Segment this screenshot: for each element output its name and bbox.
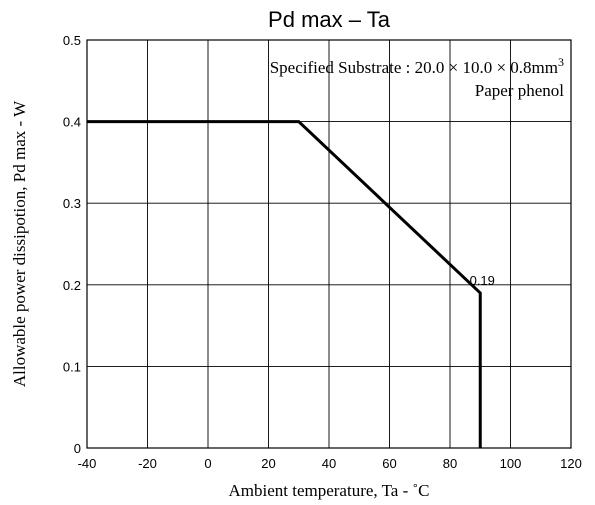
x-tick-label: 60 xyxy=(382,456,396,471)
x-tick-label: 40 xyxy=(322,456,336,471)
y-axis-label: Allowable power dissipotion, Pd max - W xyxy=(10,100,29,387)
x-axis-label: Ambient temperature, Ta - ˚C xyxy=(228,481,429,500)
x-tick-label: 80 xyxy=(443,456,457,471)
series-line xyxy=(87,120,482,448)
x-tick-label: 0 xyxy=(204,456,211,471)
y-axis-ticks: 0 0.1 0.2 0.3 0.4 0.5 xyxy=(63,33,81,456)
data-label: 0.19 xyxy=(470,273,495,288)
material-annotation: Paper phenol xyxy=(475,81,565,100)
y-tick-label: 0.3 xyxy=(63,196,81,211)
substrate-superscript: 3 xyxy=(558,55,564,69)
y-tick-label: 0 xyxy=(74,441,81,456)
x-axis-ticks: -40 -20 0 20 40 60 80 100 120 xyxy=(78,456,582,471)
x-tick-label: 20 xyxy=(261,456,275,471)
substrate-annotation: Specified Substrate : 20.0 × 10.0 × 0.8m… xyxy=(270,55,564,77)
x-tick-label: 120 xyxy=(560,456,582,471)
y-tick-label: 0.1 xyxy=(63,359,81,374)
x-tick-label: 100 xyxy=(500,456,522,471)
data-labels: 0.19 xyxy=(470,273,495,288)
y-tick-label: 0.5 xyxy=(63,33,81,48)
plot-frame xyxy=(86,39,572,449)
substrate-text: Specified Substrate : 20.0 × 10.0 × 0.8m… xyxy=(270,58,558,77)
y-tick-label: 0.4 xyxy=(63,115,81,130)
grid xyxy=(87,40,571,448)
y-tick-label: 0.2 xyxy=(63,278,81,293)
chart-title: Pd max – Ta xyxy=(268,7,391,32)
x-tick-label: -40 xyxy=(78,456,97,471)
x-tick-label: -20 xyxy=(138,456,157,471)
